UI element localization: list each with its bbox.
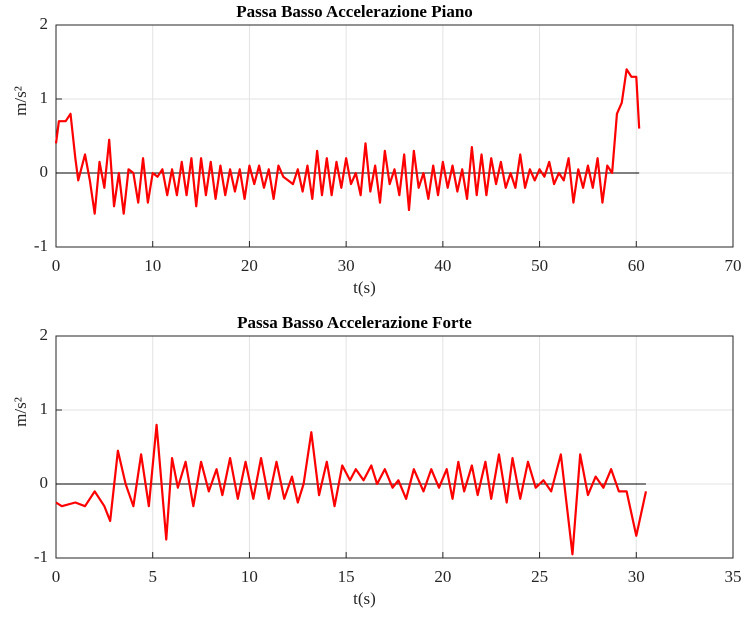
x-tick-label: 0 [52, 567, 61, 586]
data-line [55, 423, 648, 556]
y-tick-label: 2 [40, 14, 49, 33]
x-tick-label: 10 [144, 256, 161, 275]
x-axis-label: t(s) [353, 278, 376, 297]
x-tick-label: 25 [531, 567, 548, 586]
chart-title: Passa Basso Accelerazione Piano [236, 2, 473, 21]
x-axis-label: t(s) [353, 589, 376, 608]
y-tick-label: 0 [40, 473, 49, 492]
x-tick-label: 10 [241, 567, 258, 586]
x-tick-label: 15 [338, 567, 355, 586]
y-tick-label: -1 [34, 547, 48, 566]
data-line [54, 68, 641, 215]
y-tick-label: 2 [40, 325, 49, 344]
x-tick-label: 0 [52, 256, 61, 275]
y-axis-label: m/s² [11, 397, 30, 427]
y-axis-label: m/s² [11, 86, 30, 116]
x-tick-label: 70 [725, 256, 742, 275]
x-tick-label: 60 [628, 256, 645, 275]
x-tick-label: 20 [241, 256, 258, 275]
x-tick-label: 40 [434, 256, 451, 275]
y-tick-label: 1 [40, 88, 49, 107]
y-tick-label: 1 [40, 399, 49, 418]
x-tick-label: 30 [628, 567, 645, 586]
y-tick-label: -1 [34, 236, 48, 255]
y-tick-label: 0 [40, 162, 49, 181]
x-tick-label: 30 [338, 256, 355, 275]
x-tick-label: 5 [148, 567, 157, 586]
plot-area [56, 336, 733, 558]
chart-title: Passa Basso Accelerazione Forte [237, 313, 472, 332]
plot-area [56, 25, 733, 247]
x-tick-label: 35 [725, 567, 742, 586]
x-tick-label: 20 [434, 567, 451, 586]
x-tick-label: 50 [531, 256, 548, 275]
plot-frame [55, 335, 734, 559]
